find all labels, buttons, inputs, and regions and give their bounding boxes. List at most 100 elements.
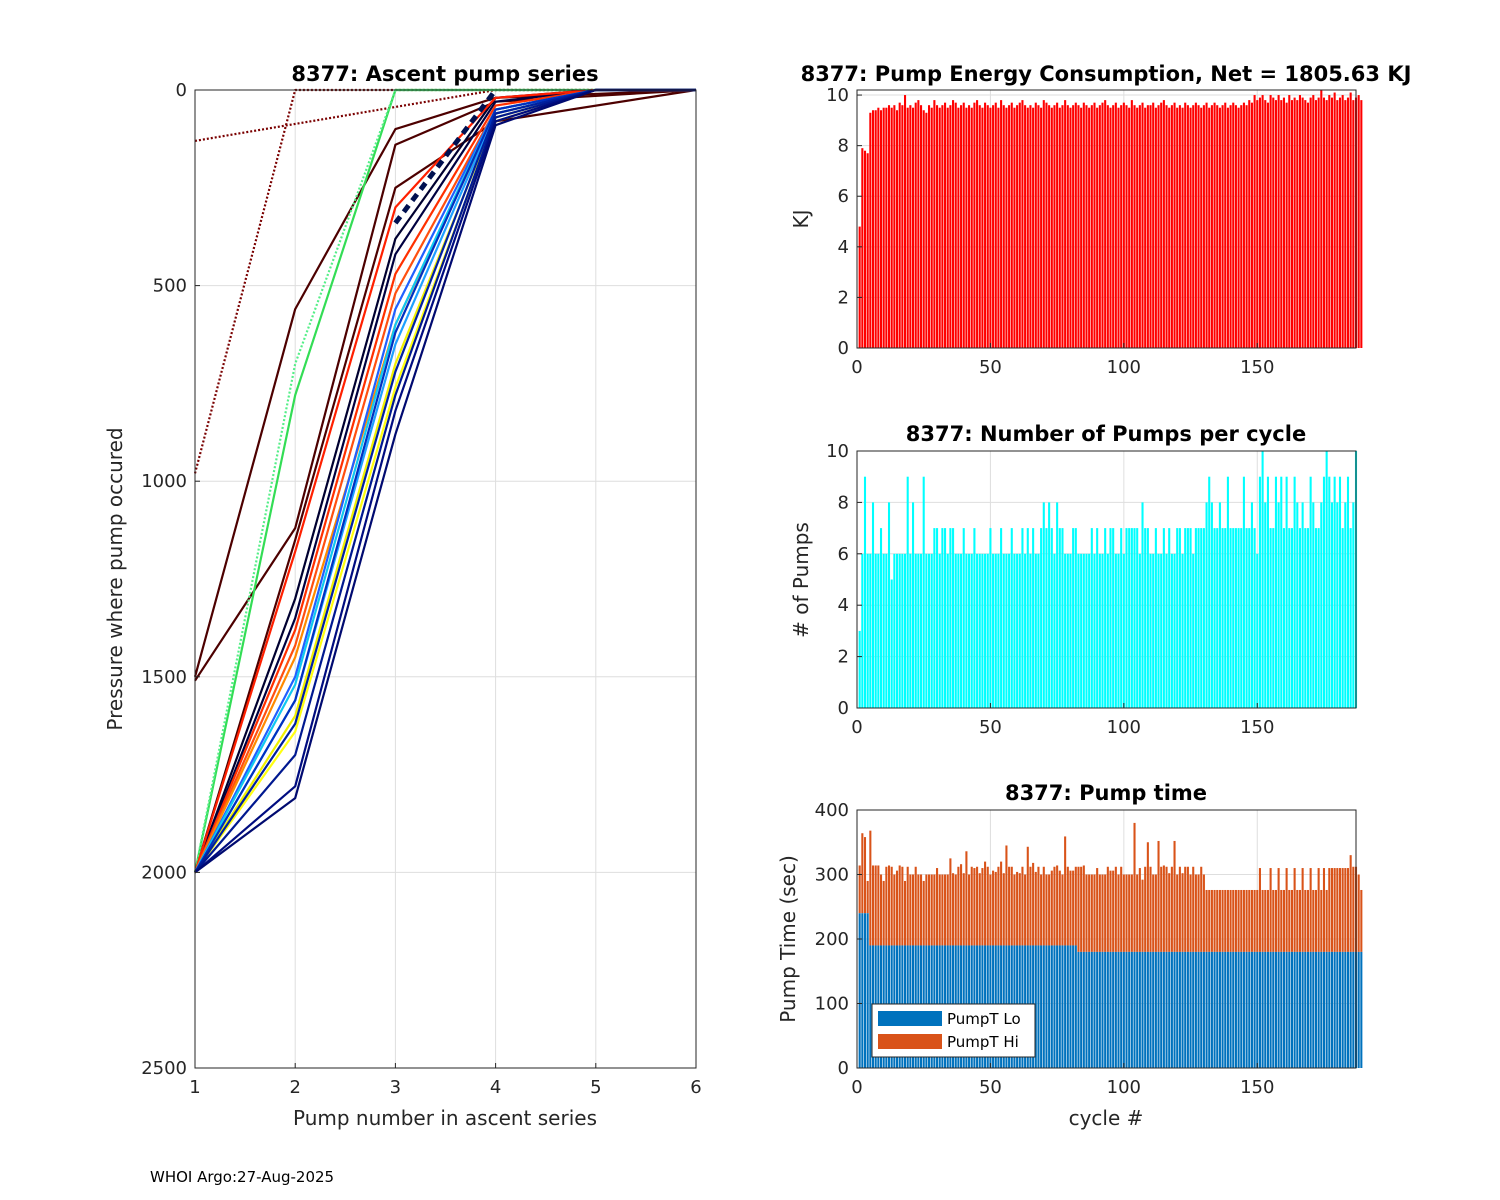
pumpt-hi-bar — [928, 874, 931, 946]
pumpt-lo-bar — [1109, 951, 1112, 1068]
pumps-ticks: 0 50 100 150 0 2 4 6 8 10 — [826, 441, 1274, 738]
ascent-plot-area — [195, 90, 696, 1068]
pumps-bar — [1162, 528, 1165, 708]
energy-bar — [1234, 105, 1237, 349]
pumps-bar — [992, 553, 995, 708]
energy-bar — [1210, 105, 1213, 349]
pumpt-lo-bar — [1264, 951, 1267, 1068]
pumps-bar — [1045, 528, 1048, 708]
energy-bar — [930, 107, 933, 349]
energy-bar — [1333, 92, 1336, 348]
pumpt-lo-bar — [1242, 951, 1245, 1068]
pumps-bar — [1290, 528, 1293, 708]
pumpt-hi-bar — [1077, 866, 1080, 952]
pumpt-lo-bar — [1282, 951, 1285, 1068]
pumps-bar — [1197, 528, 1200, 708]
energy-bar — [968, 105, 971, 349]
pumpt-lo-bar — [1064, 945, 1067, 1068]
pumps-bar — [997, 553, 1000, 708]
energy-bar — [1322, 97, 1326, 348]
pumpt-hi-bar — [1114, 866, 1117, 952]
pumpt-lo-bar — [1333, 951, 1336, 1068]
energy-bar — [890, 107, 893, 349]
pumpt-hi-bar — [1344, 868, 1347, 952]
energy-bar — [1176, 107, 1179, 349]
pumpt-lo-bar — [1120, 951, 1123, 1068]
pumpt-hi-bar — [1101, 874, 1104, 952]
pumptime-chart: 0 50 100 150 0 100 200 300 400 8377: Pump time c… — [776, 781, 1363, 1130]
pumps-bar — [1208, 476, 1211, 708]
pumpt-lo-bar — [1117, 951, 1120, 1068]
pumpt-hi-bar — [1152, 874, 1155, 952]
pumpt-lo-bar — [1349, 951, 1352, 1068]
pumpt-lo-bar — [1306, 951, 1310, 1068]
pumpt-hi-bar — [1304, 889, 1307, 952]
energy-bar — [1165, 105, 1168, 349]
energy-bar — [1077, 105, 1080, 349]
pumps-bar — [1090, 528, 1093, 708]
pumpt-hi-bar — [1192, 866, 1195, 952]
energy-xtick-label: 100 — [1107, 357, 1141, 378]
pumps-bar — [1288, 528, 1291, 708]
pumpt-hi-bar — [1109, 870, 1112, 952]
energy-bar — [1141, 102, 1144, 349]
pumps-bar — [903, 553, 907, 708]
energy-bar — [1208, 107, 1211, 349]
pumps-ytick-label: 0 — [838, 698, 849, 719]
pumps-bar — [1218, 502, 1221, 708]
energy-bar — [1021, 100, 1024, 349]
pumps-bar — [1301, 502, 1304, 708]
pumps-bar — [1248, 528, 1251, 708]
pumpt-hi-bar — [1216, 889, 1219, 952]
pumpt-lo-bar — [1288, 951, 1291, 1068]
pumpt-hi-bar — [1010, 866, 1013, 946]
pumps-bar — [1010, 528, 1013, 708]
pumpt-hi-bar — [1296, 889, 1299, 952]
pumpt-hi-bar — [898, 865, 901, 946]
pumpt-lo-bar — [1250, 951, 1253, 1068]
pumpt-lo-bar — [1200, 951, 1203, 1068]
pumpt-lo-bar — [1114, 951, 1117, 1068]
pumpt-hi-bar — [1056, 865, 1059, 946]
pumpt-hi-bar — [1360, 889, 1363, 952]
pumps-bar — [877, 553, 880, 708]
pumps-bar — [1042, 502, 1045, 708]
energy-bar — [1152, 102, 1155, 349]
energy-bar — [1117, 107, 1120, 349]
pumpt-hi-bar — [1136, 874, 1139, 952]
pumpt-lo-bar — [1194, 951, 1197, 1068]
energy-bar — [1042, 100, 1045, 349]
pumptime-xtick-label: 0 — [851, 1077, 862, 1098]
pumpt-hi-bar — [1205, 889, 1208, 952]
pumpt-hi-bar — [1160, 866, 1163, 952]
pumpt-hi-bar — [869, 830, 872, 946]
pumpt-lo-bar — [1213, 951, 1216, 1068]
pumpt-hi-bar — [912, 874, 915, 946]
pumpt-lo-bar — [869, 945, 872, 1068]
pumps-bar — [1106, 553, 1109, 708]
energy-bar — [1157, 105, 1160, 349]
energy-bars — [858, 90, 1363, 349]
pumps-bar — [1114, 553, 1117, 708]
pumpt-lo-bar — [1133, 951, 1136, 1068]
pumpt-lo-bar — [1309, 951, 1312, 1068]
energy-ytick-label: 2 — [838, 287, 849, 308]
pumpt-lo-bar — [1069, 945, 1072, 1068]
pumpt-lo-bar — [1314, 951, 1318, 1068]
energy-bar — [1010, 102, 1013, 349]
pumpt-hi-bar — [1146, 842, 1149, 952]
pumpt-lo-bar — [1290, 951, 1293, 1068]
pumpt-hi-bar — [1293, 868, 1296, 952]
pumps-ylabel: # of Pumps — [789, 522, 813, 638]
pumps-bar — [1101, 553, 1104, 708]
pumps-bar — [1242, 476, 1245, 708]
energy-ytick-label: 0 — [838, 338, 849, 359]
energy-bar — [1221, 105, 1224, 349]
pumpt-hi-bar — [1280, 889, 1283, 952]
pumpt-hi-bar — [1168, 873, 1171, 952]
energy-bar — [922, 110, 925, 349]
pumps-bar — [1266, 476, 1269, 708]
energy-bar — [925, 112, 928, 348]
energy-bar — [1184, 102, 1187, 349]
pumpt-lo-bar — [866, 913, 869, 1068]
